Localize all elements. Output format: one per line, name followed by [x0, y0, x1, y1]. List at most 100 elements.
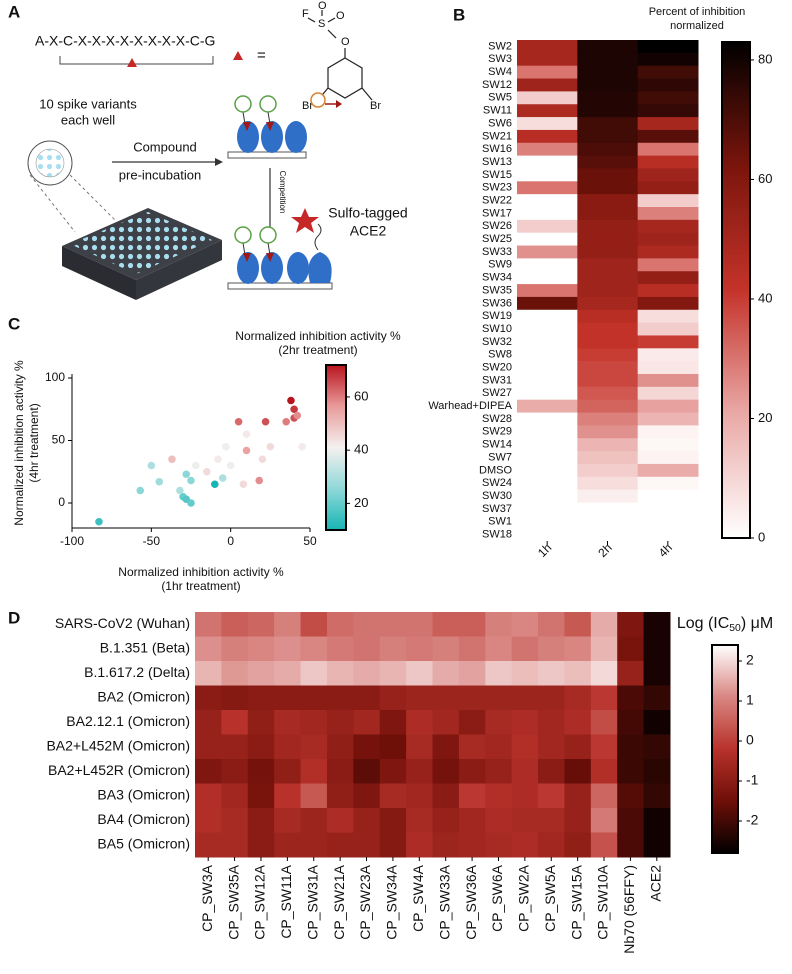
heatmap-cell	[247, 759, 275, 784]
row-label: SW35	[482, 284, 512, 296]
panel-label: D	[8, 608, 20, 627]
heatmap-cell	[485, 636, 513, 662]
heatmap-cell	[637, 502, 699, 516]
heatmap-cell	[517, 335, 578, 349]
heatmap-cell	[577, 476, 639, 491]
heatmap-cell	[617, 734, 645, 760]
point	[176, 486, 184, 495]
heatmap-cell	[274, 808, 302, 833]
heatmap-cell	[406, 734, 433, 760]
heatmap-cell	[637, 361, 699, 375]
heatmap-cell	[247, 710, 275, 735]
row-label: B.1.617.2 (Delta)	[84, 664, 190, 680]
heatmap-cell	[379, 759, 407, 784]
point	[214, 455, 222, 464]
heatmap-cell	[564, 685, 592, 711]
row-label: SW15	[482, 169, 512, 181]
heatmap-cell	[538, 808, 565, 833]
heatmap-cell	[577, 502, 639, 516]
heatmap-cell	[564, 612, 592, 637]
heatmap-cell	[353, 661, 381, 686]
point	[239, 480, 248, 489]
heatmap-cell	[458, 783, 486, 809]
row-label: SW30	[482, 490, 512, 502]
heatmap-cell	[643, 808, 671, 833]
heatmap-cell	[517, 425, 578, 439]
point	[95, 517, 103, 526]
row-label: SW29	[482, 426, 512, 438]
heatmap-cell	[379, 685, 407, 711]
heatmap-cell	[517, 52, 578, 67]
heatmap-cell	[577, 425, 639, 439]
heatmap-cell	[590, 734, 618, 760]
heatmap-cell	[517, 40, 578, 54]
heatmap-cell	[577, 129, 639, 144]
row-label: BA2+L452M (Omicron)	[46, 737, 190, 753]
column-label: 4h	[656, 541, 675, 560]
schematic: A-X-C-X-X-X-X-X-X-X-X-C-G = F S O O O Br…	[27, 0, 408, 300]
heatmap-cell	[637, 425, 699, 439]
heatmap-cell	[577, 322, 639, 336]
heatmap-cell	[577, 168, 639, 182]
heatmap-cell	[517, 386, 578, 401]
heatmap-cell	[300, 832, 328, 858]
heatmap-cell	[577, 515, 639, 529]
column-label: CP_SW34A	[384, 864, 400, 939]
heatmap-cell	[577, 258, 639, 272]
heatmap-cell	[617, 661, 645, 686]
bracket	[59, 56, 214, 65]
atom: O	[318, 0, 327, 12]
heatmap-cell	[577, 284, 639, 298]
row-label: BA2.12.1 (Omicron)	[66, 713, 190, 729]
heatmap-cell	[221, 759, 249, 784]
heatmap-cell	[637, 104, 699, 118]
heatmap-cell	[637, 219, 699, 234]
heatmap-cell	[590, 685, 618, 711]
column-label: Nb70 (56FFY)	[621, 865, 637, 954]
colorbar-title-part: 50	[729, 623, 741, 634]
column-label: CP_SW21A	[331, 864, 347, 939]
heatmap-cell	[247, 832, 275, 858]
heatmap-cell	[247, 734, 275, 760]
heatmap-cell	[637, 335, 699, 349]
heatmap-cell	[326, 832, 354, 858]
point	[261, 417, 270, 426]
colorbar-tick-label: -1	[746, 772, 759, 788]
point	[293, 411, 302, 420]
heatmap-cell	[247, 685, 275, 711]
heatmap-cell	[590, 759, 618, 784]
heatmap-cell	[637, 207, 699, 221]
heatmap-cell	[195, 710, 222, 735]
row-label: BA2 (Omicron)	[97, 688, 190, 704]
y-tick-label: 50	[52, 433, 66, 447]
point	[226, 461, 235, 470]
heatmap-cell	[564, 661, 592, 686]
row-label: SW5	[488, 92, 512, 104]
row-label: SW31	[482, 374, 512, 386]
point	[187, 499, 195, 507]
heatmap-cell	[564, 759, 592, 784]
heatmap-cell	[590, 636, 618, 662]
reagent-text: ACE2	[350, 223, 387, 239]
heatmap-cell	[590, 710, 618, 735]
heatmap-cell	[637, 258, 699, 272]
heatmap-cell	[538, 612, 565, 637]
point	[155, 477, 164, 486]
heatmap-cell	[432, 783, 460, 809]
heatmap-cell	[458, 808, 486, 833]
heatmap-cell	[637, 168, 699, 182]
heatmap-cell	[517, 451, 578, 465]
heatmap-cell	[577, 451, 639, 465]
heatmap-cell	[517, 374, 578, 388]
heatmap-cell	[617, 636, 645, 662]
heatmap-cell	[637, 91, 699, 105]
heatmap-cell	[590, 832, 618, 858]
heatmap-cell	[517, 207, 578, 221]
heatmap-cell	[617, 759, 645, 784]
heatmap-cell	[247, 636, 275, 662]
heatmap-cell	[432, 734, 460, 760]
heatmap-cell	[637, 284, 699, 298]
heatmap-cell	[300, 612, 328, 637]
heatmap-cell	[517, 463, 578, 478]
point	[242, 430, 251, 439]
